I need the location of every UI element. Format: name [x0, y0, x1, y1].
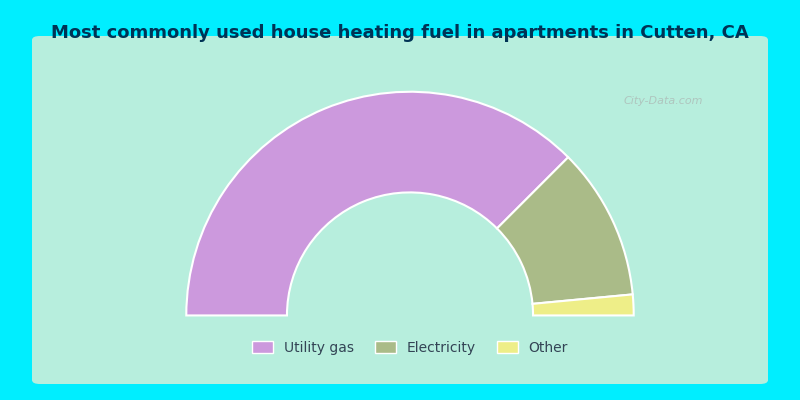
Wedge shape [497, 157, 633, 304]
Text: City-Data.com: City-Data.com [624, 96, 703, 106]
Wedge shape [186, 92, 568, 316]
Wedge shape [533, 294, 634, 316]
Legend: Utility gas, Electricity, Other: Utility gas, Electricity, Other [246, 335, 574, 360]
FancyBboxPatch shape [32, 36, 768, 384]
Text: Most commonly used house heating fuel in apartments in Cutten, CA: Most commonly used house heating fuel in… [51, 24, 749, 42]
